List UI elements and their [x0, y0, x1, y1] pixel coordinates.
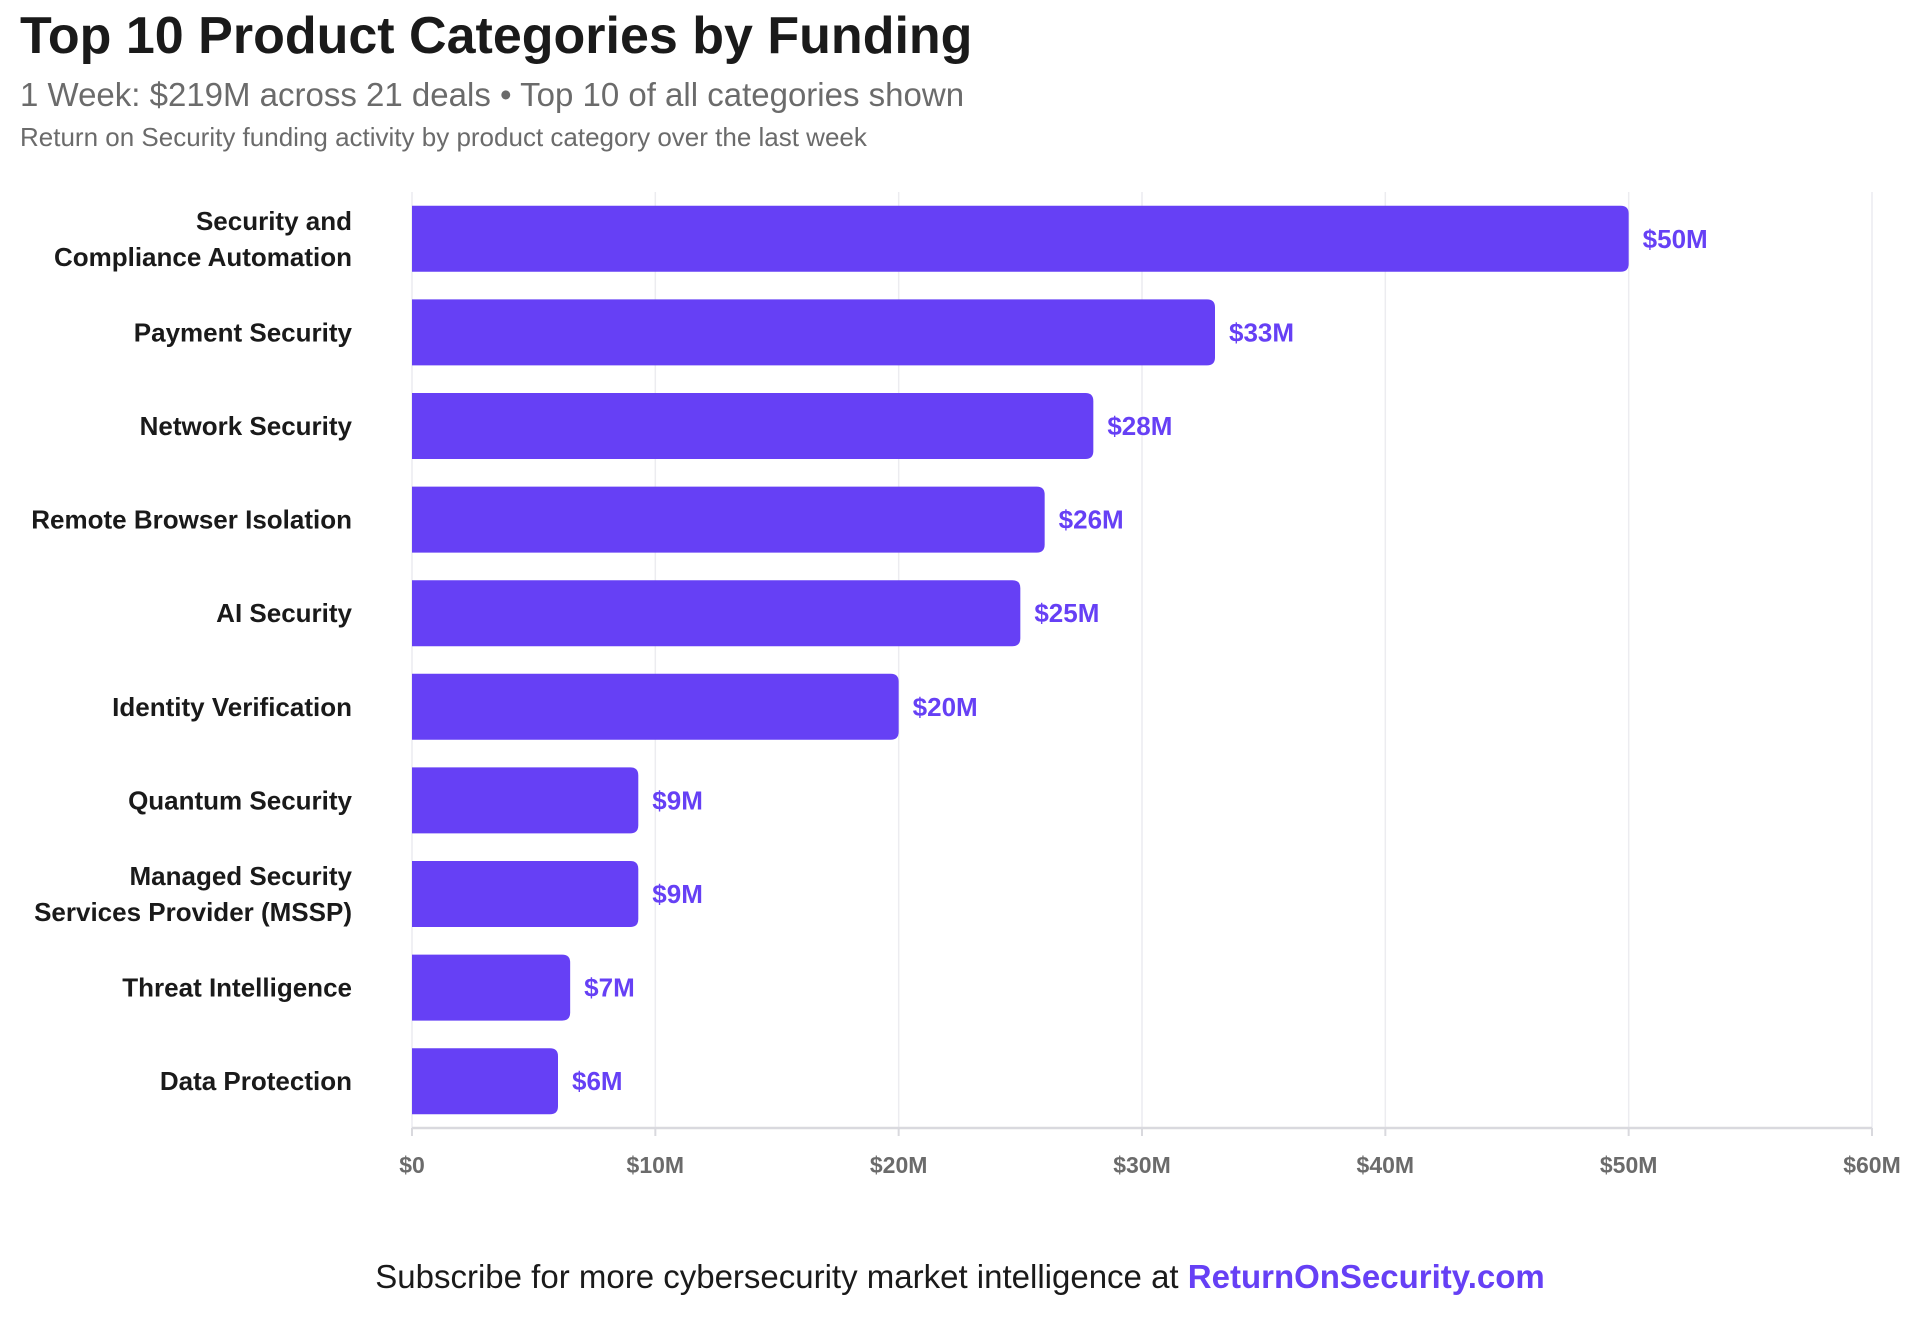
category-label-9: Data Protection	[160, 1066, 352, 1096]
category-label-7-0: Managed Security	[129, 861, 352, 891]
bar-6	[412, 767, 639, 834]
x-tick-label-0: $0	[399, 1152, 425, 1178]
value-label-4: $25M	[1034, 598, 1099, 628]
x-tick-label-4: $40M	[1357, 1152, 1415, 1178]
category-label-0-1: Compliance Automation	[54, 242, 352, 272]
category-label-7-1: Services Provider (MSSP)	[34, 897, 352, 927]
bar-0	[412, 205, 1629, 272]
category-label-4: AI Security	[216, 598, 352, 628]
bar-8	[412, 954, 571, 1021]
footer: Subscribe for more cybersecurity market …	[0, 1258, 1920, 1296]
bar-1	[412, 299, 1215, 366]
value-label-1: $33M	[1229, 317, 1294, 347]
x-tick-label-6: $60M	[1843, 1152, 1901, 1178]
value-label-8: $7M	[584, 973, 635, 1003]
footer-text: Subscribe for more cybersecurity market …	[375, 1258, 1179, 1295]
category-label-8: Threat Intelligence	[122, 973, 352, 1003]
value-label-2: $28M	[1107, 411, 1172, 441]
x-tick-label-1: $10M	[627, 1152, 685, 1178]
category-label-2: Network Security	[140, 411, 353, 441]
bar-4	[412, 580, 1021, 647]
bar-3	[412, 486, 1045, 553]
footer-link[interactable]: ReturnOnSecurity.com	[1187, 1258, 1545, 1295]
value-label-3: $26M	[1059, 505, 1124, 535]
category-label-0-0: Security and	[196, 206, 352, 236]
value-label-9: $6M	[572, 1066, 623, 1096]
bar-5	[412, 673, 899, 740]
value-label-7: $9M	[652, 879, 703, 909]
chart-description: Return on Security funding activity by p…	[20, 122, 867, 152]
x-tick-label-5: $50M	[1600, 1152, 1658, 1178]
category-label-5: Identity Verification	[112, 692, 352, 722]
chart-subtitle: 1 Week: $219M across 21 deals • Top 10 o…	[20, 76, 965, 113]
bar-2	[412, 393, 1094, 459]
category-label-3: Remote Browser Isolation	[31, 505, 352, 535]
bar-chart: $50M Security and Compliance Automation $33…	[31, 192, 1901, 1178]
chart-title: Top 10 Product Categories by Funding	[20, 7, 973, 65]
value-label-0: $50M	[1643, 224, 1708, 254]
bar-7	[412, 861, 639, 927]
x-tick-label-2: $20M	[870, 1152, 928, 1178]
value-label-6: $9M	[652, 785, 703, 815]
category-label-6: Quantum Security	[128, 785, 352, 815]
category-label-1: Payment Security	[134, 317, 353, 347]
bar-9	[412, 1048, 558, 1115]
value-label-5: $20M	[913, 692, 978, 722]
x-tick-label-3: $30M	[1113, 1152, 1171, 1178]
